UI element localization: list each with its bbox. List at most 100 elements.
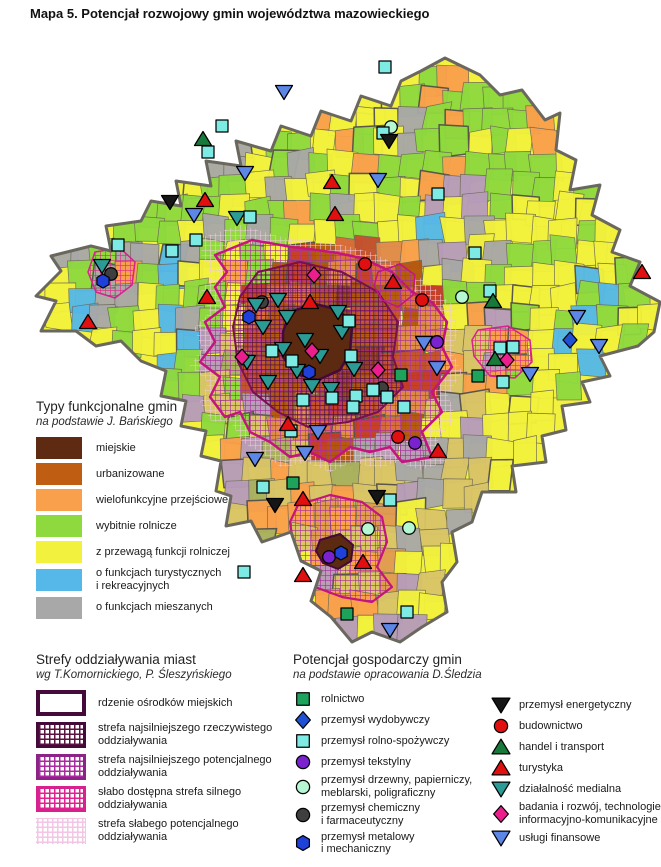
marker-turystyka xyxy=(325,205,345,222)
legend-economic-right: przemysł energetyczny budownictwo handel i… xyxy=(491,690,661,859)
color-swatch xyxy=(36,515,82,537)
marker-uslugi-finansowe xyxy=(567,309,587,326)
marker-przemysl-chemiczny-icon xyxy=(295,807,311,823)
marker-przemysl-rolno-spozywczy xyxy=(380,390,394,404)
legend-label: rdzenie ośrodków miejskich xyxy=(98,696,233,709)
marker-przemysl-metalowy xyxy=(295,835,311,852)
legend-item-functional: miejskie xyxy=(36,437,274,459)
legend-label: strefa słabego potencjalnego oddziaływan… xyxy=(98,818,239,843)
pattern-swatch xyxy=(36,722,86,748)
marker-przemysl-metalowy xyxy=(96,273,110,289)
legend-functional: Typy funkcjonalne gmin na podstawie J. B… xyxy=(36,399,274,623)
legend-label: o funkcjach mieszanych xyxy=(96,601,213,614)
legend-item-zone: rdzenie ośrodków miejskich xyxy=(36,690,290,716)
marker-turystyka-icon xyxy=(491,759,511,776)
marker-przemysl-tekstylny xyxy=(408,436,422,450)
marker-przemysl-rolno-spozywczy xyxy=(378,60,392,74)
marker-budownictwo xyxy=(493,718,509,734)
marker-przemysl-metalowy xyxy=(334,545,348,561)
legend-label: przemysł wydobywczy xyxy=(321,713,430,726)
marker-przemysl-rolno-spozywczy xyxy=(349,389,363,403)
economic-markers xyxy=(78,60,652,639)
marker-przemysl-wydobywczy xyxy=(295,711,311,729)
legend-economic-columns: rolnictwo przemysł wydobywczy przemysł rol… xyxy=(293,690,661,859)
legend-zones-subtitle: wg T.Komornickiego, P. Śleszyńskiego xyxy=(36,669,232,681)
marker-przemysl-rolno-spozywczy xyxy=(265,344,279,358)
marker-dzialalnosc-medialna xyxy=(277,309,297,326)
marker-przemysl-chemiczny xyxy=(295,807,311,823)
legend-item-economic: turystyka xyxy=(491,759,661,777)
marker-badania-rozwoj xyxy=(370,361,386,379)
marker-uslugi-finansowe xyxy=(380,622,400,639)
marker-przemysl-rolno-spozywczy xyxy=(243,210,257,224)
legend-zones-rows: rdzenie ośrodków miejskich strefa najsiln… xyxy=(36,690,290,844)
legend-label: działalność medialna xyxy=(519,782,622,795)
marker-badania-rozwoj xyxy=(304,342,320,360)
legend-label: wybitnie rolnicze xyxy=(96,519,177,532)
marker-rolnictwo xyxy=(286,476,300,490)
marker-przemysl-rolno-spozywczy xyxy=(111,238,125,252)
legend-functional-rows: miejskie urbanizowane wielofunkcyjne przej… xyxy=(36,437,274,619)
marker-przemysl-rolno-spozywczy xyxy=(256,480,270,494)
color-swatch xyxy=(36,568,82,591)
legend-label: urbanizowane xyxy=(96,467,165,480)
marker-przemysl-rolno-spozywczy xyxy=(496,375,510,389)
marker-przemysl-tekstylny xyxy=(322,550,336,564)
marker-przemysl-energetyczny-icon xyxy=(491,697,511,714)
marker-przemysl-rolno-spozywczy xyxy=(342,314,356,328)
legend-item-economic: przemysł tekstylny xyxy=(293,753,491,771)
marker-budownictwo-icon xyxy=(493,718,509,734)
marker-przemysl-rolno-spozywczy xyxy=(237,565,251,579)
marker-przemysl-rolno-spozywczy xyxy=(366,383,380,397)
marker-rolnictwo xyxy=(471,369,485,383)
marker-dzialalnosc-medialna xyxy=(92,258,112,275)
legend-zones-title: Strefy oddziaływania miast xyxy=(36,652,196,667)
marker-uslugi-finansowe xyxy=(184,207,204,224)
pattern-swatch xyxy=(36,818,86,844)
marker-rolnictwo-icon xyxy=(296,692,310,706)
marker-przemysl-rolno-spozywczy xyxy=(493,341,507,355)
legend-label: budownictwo xyxy=(519,719,583,732)
marker-przemysl-tekstylny xyxy=(430,335,444,349)
legend-label: o funkcjach turystycznych i rekreacyjnyc… xyxy=(96,567,222,592)
marker-przemysl-rolno-spozywczy xyxy=(397,400,411,414)
legend-label: z przewagą funkcji rolniczej xyxy=(96,545,230,558)
legend-item-zone: strefa najsilniejszego rzeczywistego odd… xyxy=(36,722,290,748)
legend-label: rolnictwo xyxy=(321,692,365,705)
marker-przemysl-metalowy xyxy=(242,309,256,325)
legend-label: usługi finansowe xyxy=(519,831,601,844)
marker-przemysl-drzewny-icon xyxy=(295,779,311,794)
marker-rolnictwo xyxy=(296,692,310,706)
page-title: Mapa 5. Potencjał rozwojowy gmin wojewód… xyxy=(30,6,430,21)
marker-badania-rozwoj xyxy=(234,348,250,366)
legend-label: przemysł chemiczny i farmaceutyczny xyxy=(321,802,421,827)
marker-przemysl-rolno-spozywczy-icon xyxy=(296,734,310,748)
color-swatch xyxy=(36,596,82,619)
legend-item-economic: przemysł drzewny, papierniczy, meblarski… xyxy=(293,774,491,799)
marker-dzialalnosc-medialna xyxy=(302,378,322,395)
marker-budownictwo xyxy=(391,430,405,444)
marker-handel-transport xyxy=(485,350,505,367)
marker-turystyka xyxy=(195,191,215,208)
marker-przemysl-wydobywczy xyxy=(562,331,578,349)
legend-label: przemysł metalowy i mechaniczny xyxy=(321,830,415,856)
marker-badania-rozwoj-icon xyxy=(493,804,509,823)
marker-przemysl-tekstylny-icon xyxy=(295,754,311,770)
legend-item-zone: strefa najsilniejszego potencjalnego odd… xyxy=(36,754,290,780)
marker-przemysl-drzewny xyxy=(402,521,416,535)
marker-przemysl-rolno-spozywczy xyxy=(285,354,299,368)
marker-badania-rozwoj xyxy=(493,804,509,823)
marker-turystyka xyxy=(300,293,320,310)
marker-przemysl-metalowy-icon xyxy=(295,835,311,852)
marker-budownictwo xyxy=(415,293,429,307)
marker-przemysl-rolno-spozywczy xyxy=(383,493,397,507)
marker-przemysl-drzewny xyxy=(361,522,375,536)
legend-item-economic: działalność medialna xyxy=(491,780,661,798)
marker-badania-rozwoj xyxy=(306,266,322,284)
marker-przemysl-energetyczny xyxy=(379,133,399,150)
marker-turystyka xyxy=(353,553,373,570)
legend-label: strefa najsilniejszego potencjalnego odd… xyxy=(98,754,272,779)
legend-item-economic: badania i rozwój, technologie informacyj… xyxy=(491,801,661,826)
legend-item-economic: przemysł metalowy i mechaniczny xyxy=(293,831,491,856)
marker-przemysl-rolno-spozywczy xyxy=(506,340,520,354)
